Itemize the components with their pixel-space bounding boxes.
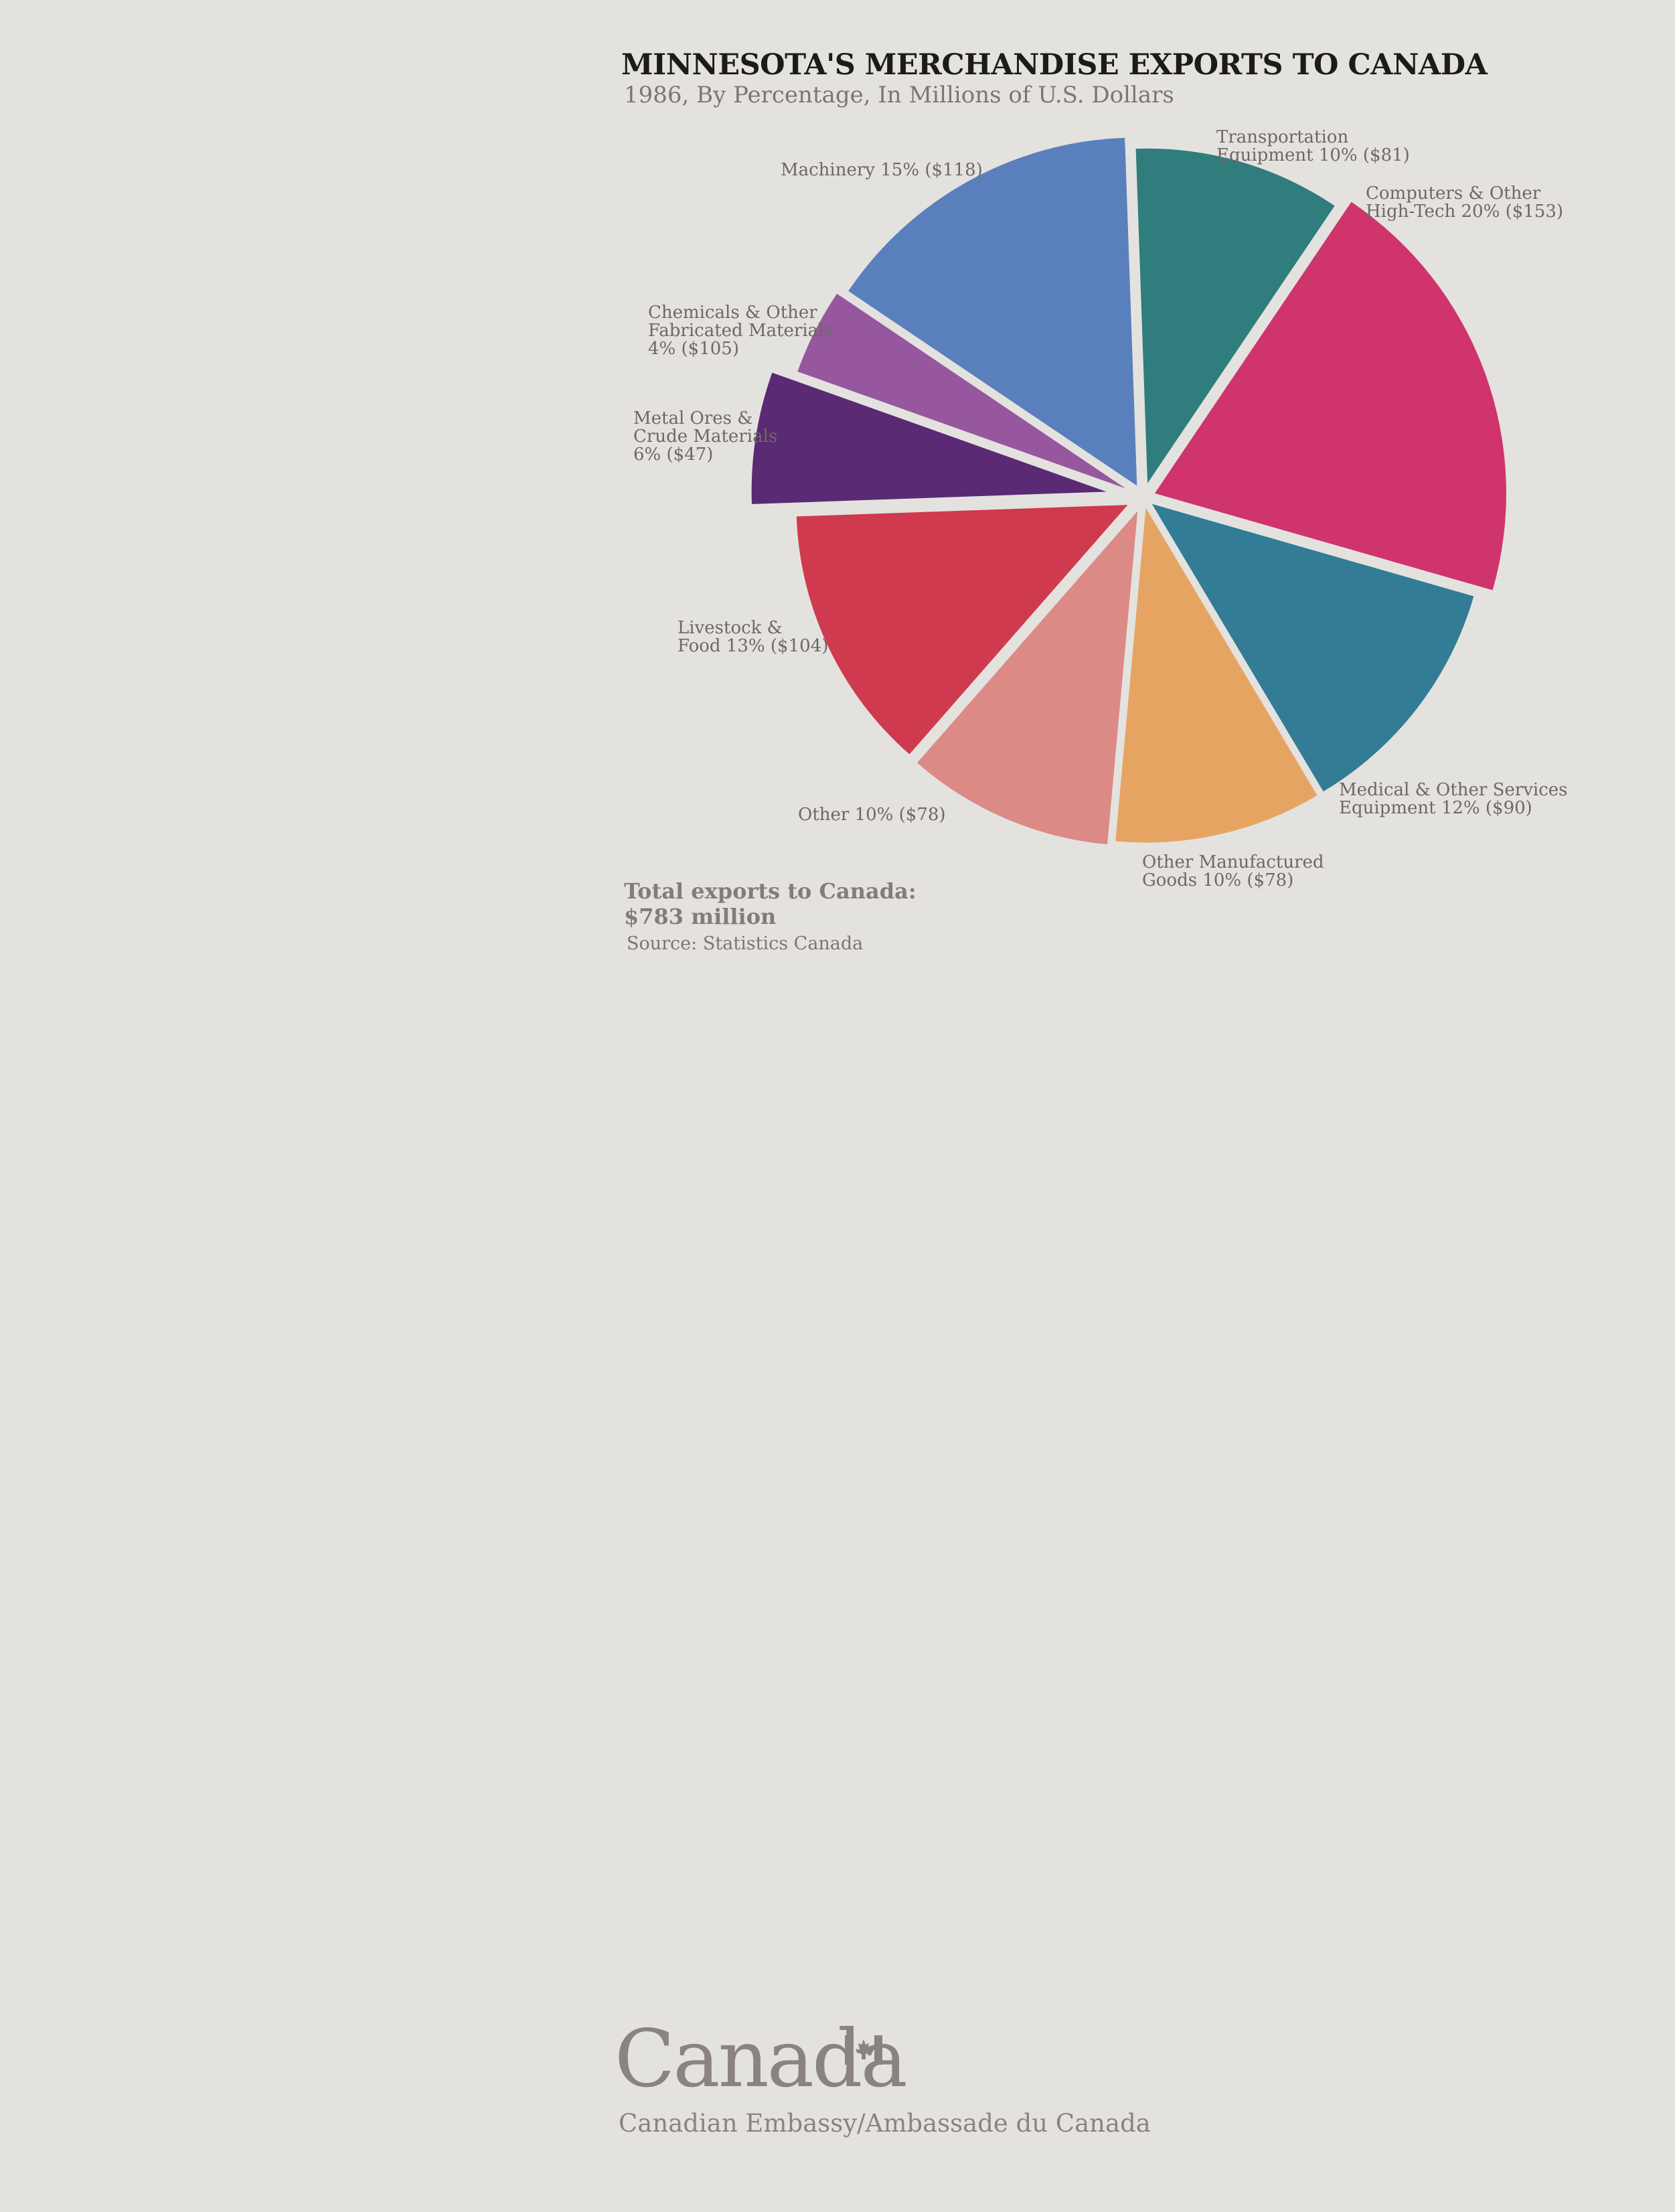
slice-label-line: Metal Ores & — [633, 408, 753, 428]
slice-label-line: Chemicals & Other — [648, 303, 817, 323]
canada-flag-icon — [845, 2035, 882, 2065]
pie-slice — [751, 372, 1107, 504]
slice-label-line: Equipment 12% ($90) — [1339, 798, 1532, 818]
slice-label-line: Machinery 15% ($118) — [781, 160, 983, 180]
slice-label: Computers & Other High-Tech 20% ($153) — [1366, 185, 1563, 221]
pie-slice — [1115, 507, 1318, 843]
chart-subtitle: 1986, By Percentage, In Millions of U.S.… — [624, 82, 1174, 108]
slice-label: Machinery 15% ($118) — [781, 161, 983, 179]
slice-label-line: Equipment 10% ($81) — [1216, 145, 1410, 165]
pie-slice — [796, 505, 1128, 755]
slice-label-line: Transportation — [1216, 127, 1349, 147]
pie-slice — [1135, 148, 1335, 483]
slice-label-line: High-Tech 20% ($153) — [1366, 202, 1564, 222]
embassy-name: Canadian Embassy/Ambassade du Canada — [619, 2109, 1151, 2138]
slice-label: Chemicals & Other Fabricated Materials 4% … — [648, 304, 833, 358]
canada-wordmark: Canada — [615, 2012, 908, 2105]
slice-label: Other 10% ($78) — [798, 806, 946, 824]
slice-label-line: Livestock & — [677, 618, 783, 638]
slice-label-line: Goods 10% ($78) — [1142, 870, 1294, 890]
slice-label-line: 4% ($105) — [648, 339, 739, 359]
slice-label: Metal Ores & Crude Materials 6% ($47) — [633, 410, 777, 464]
slice-label-line: Medical & Other Services — [1339, 780, 1568, 800]
slice-label: Other Manufactured Goods 10% ($78) — [1142, 854, 1324, 890]
total-line-1: Total exports to Canada: — [624, 878, 916, 904]
slice-label-line: Computers & Other — [1366, 183, 1541, 204]
slice-label: Medical & Other Services Equipment 12% ($… — [1339, 781, 1568, 817]
chart-title: MINNESOTA'S MERCHANDISE EXPORTS TO CANAD… — [621, 48, 1488, 82]
pie-slice — [916, 511, 1138, 845]
pie-slice — [848, 137, 1137, 486]
slice-label-line: Fabricated Materials — [648, 321, 833, 341]
slice-label-line: Crude Materials — [633, 426, 778, 447]
pie-slice — [1151, 503, 1474, 792]
total-line-2: $783 million — [624, 904, 777, 929]
slice-label: Transportation Equipment 10% ($81) — [1216, 129, 1410, 165]
slice-label: Livestock & Food 13% ($104) — [677, 619, 828, 655]
source-note: Source: Statistics Canada — [627, 933, 864, 954]
slice-label-line: Food 13% ($104) — [677, 636, 829, 656]
slice-label-line: Other 10% ($78) — [798, 805, 946, 825]
total-exports: Total exports to Canada: $783 million — [624, 878, 916, 929]
pie-slice — [797, 293, 1126, 489]
slice-label-line: Other Manufactured — [1142, 852, 1324, 872]
pie-chart — [751, 137, 1506, 845]
pie-slice — [1154, 202, 1506, 590]
slice-label-line: 6% ($47) — [633, 445, 714, 465]
